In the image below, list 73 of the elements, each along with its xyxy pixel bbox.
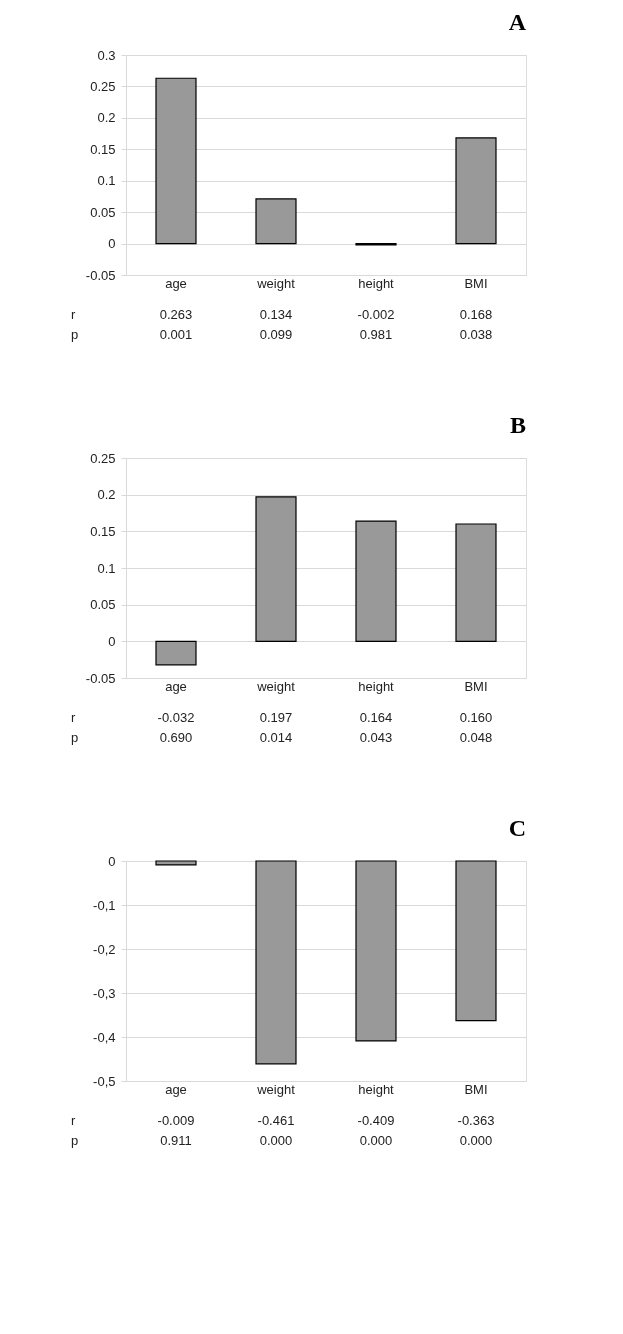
text: 0.134 bbox=[259, 307, 293, 322]
y-tick-label: 0 bbox=[108, 236, 116, 252]
x-tick-label: weight bbox=[256, 678, 296, 694]
text: 0.000 bbox=[359, 1133, 393, 1148]
text: 0.164 bbox=[359, 710, 393, 725]
y-tick-label: 0.25 bbox=[90, 78, 116, 94]
text: 0.168 bbox=[459, 307, 493, 322]
x-tick-label: BMI bbox=[464, 1081, 488, 1097]
y-tick-label: 0.05 bbox=[90, 204, 116, 220]
text: -0.009 bbox=[157, 1113, 195, 1128]
x-tick-label: height bbox=[358, 1081, 395, 1097]
y-tick-label: -0,2 bbox=[93, 941, 116, 957]
y-tick-label: -0,5 bbox=[93, 1073, 116, 1089]
y-tick-label: -0.05 bbox=[85, 267, 116, 283]
text: 0.160 bbox=[459, 710, 493, 725]
bar bbox=[155, 77, 197, 245]
text: 0.981 bbox=[359, 327, 393, 342]
y-tick-label: 0.2 bbox=[97, 110, 116, 126]
text: 0.000 bbox=[459, 1133, 493, 1148]
x-tick-label: age bbox=[165, 1081, 187, 1097]
text: 0.911 bbox=[160, 1133, 192, 1148]
text: r bbox=[71, 1113, 76, 1128]
text: 0.043 bbox=[359, 730, 393, 745]
bar bbox=[155, 640, 197, 666]
bar bbox=[455, 523, 497, 642]
chart-title: B bbox=[509, 412, 526, 438]
chart-title: A bbox=[508, 9, 527, 35]
y-tick-label: -0,3 bbox=[93, 985, 116, 1001]
x-tick-label: height bbox=[358, 678, 395, 694]
y-tick-label: 0.1 bbox=[97, 173, 116, 189]
y-tick-label: 0.15 bbox=[90, 523, 116, 539]
text: -0.002 bbox=[357, 307, 395, 322]
text: r bbox=[71, 307, 76, 322]
chart-title: C bbox=[508, 815, 526, 841]
y-tick-label: 0 bbox=[108, 633, 116, 649]
y-tick-label: 0.2 bbox=[97, 487, 116, 503]
text: -0.032 bbox=[157, 710, 195, 725]
text: -0.461 bbox=[257, 1113, 295, 1128]
text: 0.690 bbox=[159, 730, 193, 745]
y-tick-label: 0 bbox=[108, 853, 116, 869]
x-tick-label: age bbox=[165, 275, 187, 291]
bar bbox=[355, 520, 397, 642]
bar bbox=[455, 137, 497, 245]
x-tick-label: age bbox=[165, 678, 187, 694]
text: 0.001 bbox=[159, 327, 193, 342]
y-tick-label: 0.3 bbox=[97, 47, 116, 63]
text: 0.099 bbox=[259, 327, 293, 342]
x-tick-label: BMI bbox=[464, 678, 488, 694]
x-tick-label: weight bbox=[256, 275, 296, 291]
text: p bbox=[71, 327, 79, 342]
bar bbox=[255, 496, 297, 642]
y-tick-label: -0,1 bbox=[93, 897, 116, 913]
text: 0.000 bbox=[259, 1133, 293, 1148]
text: 0.263 bbox=[159, 307, 193, 322]
x-tick-label: height bbox=[358, 275, 395, 291]
text: p bbox=[71, 1133, 79, 1148]
text: -0.363 bbox=[457, 1113, 495, 1128]
bar bbox=[255, 198, 297, 245]
x-tick-label: BMI bbox=[464, 275, 488, 291]
y-tick-label: -0.05 bbox=[85, 670, 116, 686]
text: 0.014 bbox=[259, 730, 293, 745]
text: -0.409 bbox=[357, 1113, 395, 1128]
text: p bbox=[71, 730, 79, 745]
y-tick-label: 0.05 bbox=[90, 597, 116, 613]
y-tick-label: 0.15 bbox=[90, 141, 116, 157]
y-tick-label: 0.25 bbox=[90, 450, 116, 466]
x-tick-label: weight bbox=[256, 1081, 296, 1097]
y-tick-label: 0.1 bbox=[97, 560, 116, 576]
text: 0.197 bbox=[259, 710, 293, 725]
text: 0.038 bbox=[459, 327, 493, 342]
text: 0.048 bbox=[459, 730, 493, 745]
y-tick-label: -0,4 bbox=[93, 1029, 116, 1045]
text: r bbox=[71, 710, 76, 725]
